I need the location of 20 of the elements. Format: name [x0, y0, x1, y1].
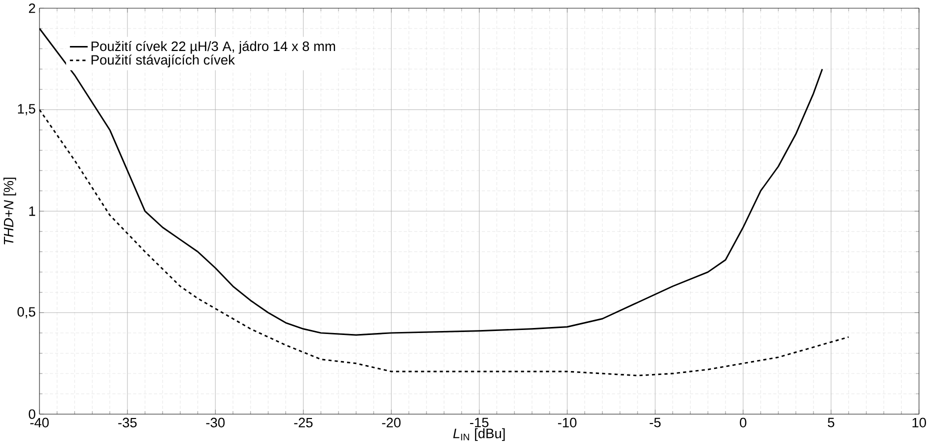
y-tick-label: 1	[29, 206, 36, 216]
y-tick-label: 2	[28, 3, 36, 13]
x-tick-label: -20	[382, 418, 401, 428]
x-tick-label: 10	[912, 418, 926, 428]
x-axis-title: L$_{IN}$ [dBu]	[453, 428, 505, 441]
y-tick-label: 1,5	[18, 104, 36, 116]
legend-label: Použití cívek 22 µH/3 A, jádro 14 x 8 mm	[92, 40, 336, 54]
y-tick-label: 0	[28, 409, 36, 419]
x-tick-label: -30	[206, 418, 225, 428]
y-tick-label: 0,5	[18, 306, 36, 318]
y-axis-title: THD+N [%]	[3, 178, 16, 244]
x-tick-label: 0	[740, 418, 746, 428]
x-tick-label: -35	[118, 418, 137, 428]
x-tick-label: 5	[828, 418, 834, 428]
x-tick-label: -10	[558, 418, 576, 428]
x-tick-label: -40	[30, 418, 49, 428]
x-tick-label: -25	[294, 418, 313, 428]
x-tick-label: -5	[650, 418, 661, 428]
legend-label: Použití stávajících cívek	[92, 54, 235, 68]
x-tick-label: -15	[470, 418, 488, 428]
